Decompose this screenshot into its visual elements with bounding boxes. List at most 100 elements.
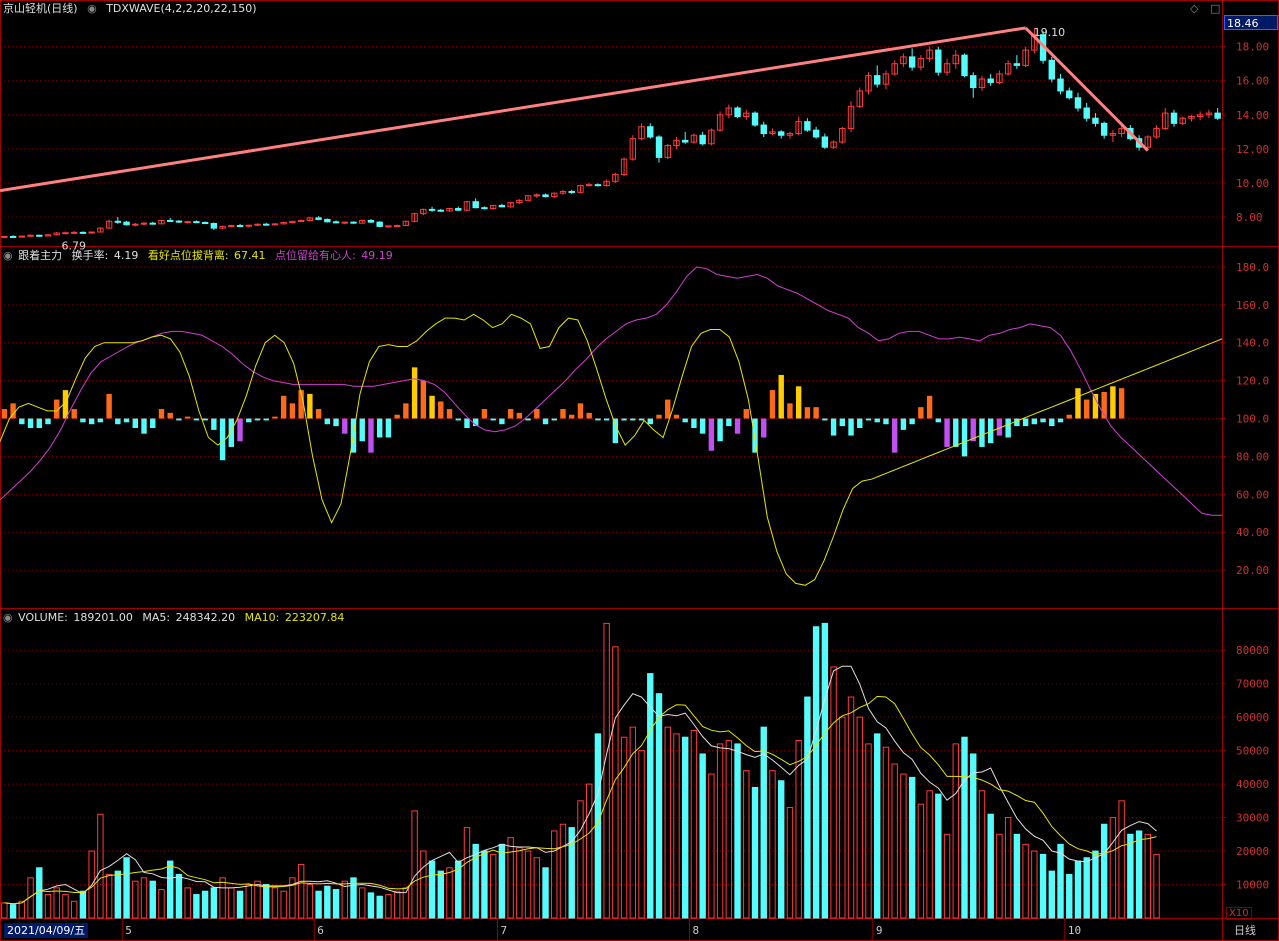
volume-bar: [952, 743, 959, 919]
volume-bar: [943, 833, 951, 919]
osc-bar: [80, 418, 86, 423]
month-label: 7: [501, 924, 508, 937]
candle-body: [167, 219, 174, 222]
osc-bar: [193, 418, 200, 421]
volume-bar: [437, 870, 444, 919]
volume-bar: [70, 900, 78, 919]
volume-ma5-line: [4, 665, 1157, 905]
stock-name[interactable]: 京山轻机(日线): [3, 2, 78, 15]
osc-axis-tick-label: 160.0: [1236, 299, 1269, 312]
osc-bar: [560, 409, 566, 419]
candle-body: [455, 208, 462, 211]
osc-bar: [10, 403, 16, 419]
osc-bar: [141, 418, 147, 434]
volume-bar: [533, 857, 541, 919]
osc-bar: [219, 418, 226, 461]
month-label: 6: [317, 924, 324, 937]
volume-bar: [472, 843, 479, 919]
volume-bar: [219, 877, 226, 919]
volume-label[interactable]: VOLUME:: [18, 611, 68, 624]
volume-bar: [690, 730, 698, 919]
candle-body: [664, 144, 671, 158]
volume-bar: [926, 790, 933, 919]
volume-bar: [367, 892, 375, 919]
volume-bar: [978, 790, 986, 919]
candle-body: [193, 221, 200, 224]
osc-bar: [62, 390, 69, 419]
candle-body: [585, 184, 593, 187]
osc-bar: [464, 418, 470, 428]
volume-bar: [498, 843, 506, 919]
high-price-label: 19.10: [1034, 26, 1066, 39]
period-label[interactable]: 日线: [1234, 924, 1256, 937]
volume-bar: [856, 716, 863, 919]
volume-axis-tick-label: 60000: [1236, 711, 1269, 724]
osc-name[interactable]: 跟着主力: [18, 249, 63, 262]
candle-body: [175, 220, 183, 223]
volume-bar: [725, 740, 733, 919]
osc-bar: [27, 418, 34, 428]
volume-bar: [1, 902, 8, 919]
osc-bar: [935, 418, 942, 423]
volume-bar: [751, 786, 759, 919]
osc-bar: [865, 418, 872, 421]
candle-body: [1144, 136, 1152, 148]
osc-dropdown-icon[interactable]: ◉: [3, 249, 13, 262]
volume-bar: [568, 827, 575, 919]
window-diamond-icon[interactable]: ◇: [1190, 2, 1199, 15]
volume-bar: [847, 696, 855, 919]
osc-bar: [184, 416, 191, 419]
osc-bar: [403, 403, 409, 419]
osc-bar: [857, 418, 863, 428]
osc-bar: [761, 418, 767, 438]
volume-bar: [647, 673, 654, 919]
current-date-label[interactable]: 2021/04/09/五: [4, 923, 89, 938]
osc-bar: [638, 418, 645, 421]
indicator-dropdown-icon[interactable]: ◉: [87, 2, 97, 15]
volume-bar: [542, 867, 549, 919]
candle-body: [594, 184, 602, 187]
volume-bar: [839, 716, 846, 919]
osc-bar: [237, 418, 243, 442]
volume-bar: [551, 830, 558, 919]
volume-axis-tick-label: 70000: [1236, 678, 1269, 691]
volume-bar: [961, 736, 968, 919]
volume-bar: [332, 889, 340, 919]
osc-panel-header: ◉ 跟着主力 换手率: 4.19 看好点位拔背离: 67.41 点位留给有心人:…: [3, 249, 399, 263]
osc-bar: [795, 386, 802, 419]
osc-bar: [996, 418, 1003, 436]
candle-body: [533, 194, 541, 197]
candle-body: [297, 219, 305, 222]
candle-body: [1196, 114, 1204, 118]
month-label: 8: [693, 924, 700, 937]
candle-body: [1092, 117, 1099, 124]
osc-bar: [280, 395, 287, 419]
volume-bar: [516, 847, 523, 919]
osc-bar: [411, 367, 418, 419]
candle-body: [524, 195, 532, 201]
volume-bar: [1083, 857, 1090, 919]
volume-bar: [149, 880, 156, 919]
volume-bar: [184, 887, 191, 919]
volume-unit: X10: [1226, 907, 1252, 920]
volume-bar: [778, 780, 785, 919]
osc-bar: [420, 380, 427, 419]
trend-line-down: [1024, 26, 1149, 152]
osc-bar: [918, 407, 924, 419]
maximize-icon[interactable]: □: [1210, 2, 1221, 15]
candle-body: [716, 114, 724, 131]
candle-body: [882, 73, 890, 85]
volume-dropdown-icon[interactable]: ◉: [3, 611, 13, 624]
volume-bar: [18, 900, 26, 919]
candle-body: [978, 78, 986, 89]
volume-bar: [1100, 823, 1108, 919]
candle-body: [751, 112, 759, 126]
indicator-name[interactable]: TDXWAVE(4,2,2,20,22,150): [106, 2, 257, 15]
volume-bar: [167, 860, 174, 919]
candle-body: [769, 131, 776, 135]
osc-bar: [830, 418, 837, 436]
candle-body: [105, 220, 113, 229]
candle-body: [1188, 116, 1195, 119]
osc-bar: [630, 418, 636, 421]
volume-bar: [158, 889, 165, 919]
